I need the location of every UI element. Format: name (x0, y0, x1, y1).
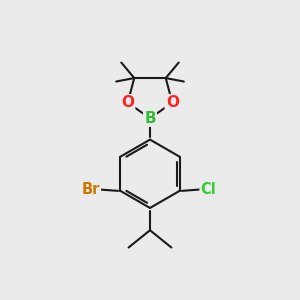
Text: B: B (144, 111, 156, 126)
Text: Cl: Cl (201, 182, 216, 197)
Text: Br: Br (82, 182, 100, 197)
Text: O: O (121, 95, 134, 110)
Text: O: O (166, 95, 179, 110)
